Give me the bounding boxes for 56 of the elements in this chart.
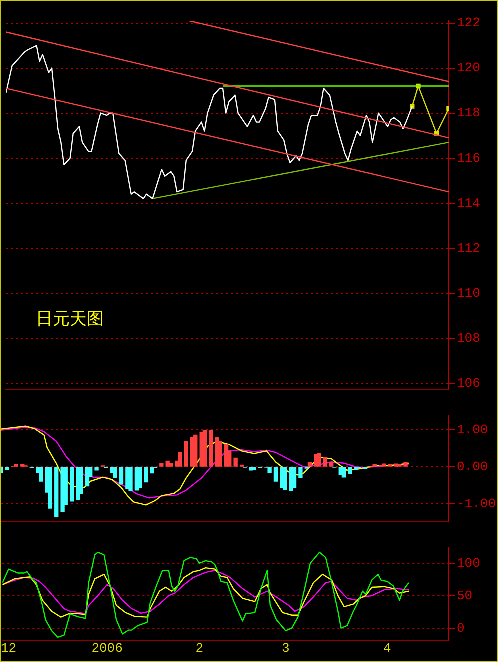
bar xyxy=(168,463,174,467)
y-tick-label: 118 xyxy=(457,106,480,121)
bar xyxy=(94,467,99,471)
bar xyxy=(54,467,59,517)
bar xyxy=(268,467,272,474)
bar xyxy=(292,467,297,488)
bar xyxy=(144,467,148,483)
bar xyxy=(138,467,142,488)
y-tick-label: -1.00 xyxy=(457,496,496,512)
bar xyxy=(382,464,386,467)
bar xyxy=(70,467,74,502)
bar xyxy=(323,457,328,467)
annotation: 日元天图 xyxy=(36,309,104,330)
bar xyxy=(342,467,346,478)
bar xyxy=(404,462,408,467)
y-tick-label: 0.00 xyxy=(457,460,488,474)
bar xyxy=(178,452,182,467)
bar xyxy=(308,462,312,467)
y-tick-label: 114 xyxy=(457,196,481,211)
bar xyxy=(218,441,222,467)
y-tick-label: 120 xyxy=(457,60,480,76)
y-tick-label: 106 xyxy=(457,376,480,391)
x-tick-label: 2006 xyxy=(92,641,123,656)
bar xyxy=(274,467,278,482)
y-tick-label: 116 xyxy=(457,150,480,166)
x-tick-label: 2 xyxy=(196,641,204,656)
bar xyxy=(209,430,214,467)
bar xyxy=(283,467,288,490)
bar xyxy=(348,467,352,474)
bar xyxy=(150,467,154,474)
bar xyxy=(119,467,124,485)
bar xyxy=(317,453,322,467)
y-tick-label: 122 xyxy=(457,16,480,31)
bar xyxy=(234,458,238,467)
bar xyxy=(160,463,164,467)
x-tick-label: 3 xyxy=(282,641,290,656)
y-tick-label: 1.00 xyxy=(457,422,488,438)
y-tick-label: 100 xyxy=(457,556,480,571)
y-tick-label: 0 xyxy=(457,620,465,636)
y-tick-label: 110 xyxy=(457,286,480,301)
y-tick-label: 108 xyxy=(457,330,480,346)
bar xyxy=(128,467,133,492)
bar xyxy=(252,467,256,470)
bar xyxy=(194,434,198,467)
bar xyxy=(330,462,334,467)
bar xyxy=(48,467,53,509)
y-tick-label: 112 xyxy=(457,240,480,256)
bar xyxy=(298,467,303,478)
bar xyxy=(184,441,188,467)
bar xyxy=(39,467,44,482)
bar xyxy=(5,467,10,470)
bar xyxy=(113,467,118,478)
bar xyxy=(202,430,207,467)
x-tick-label: 12 xyxy=(0,641,17,656)
x-tick-label: 4 xyxy=(384,641,392,656)
y-tick-label: 50 xyxy=(457,588,473,604)
